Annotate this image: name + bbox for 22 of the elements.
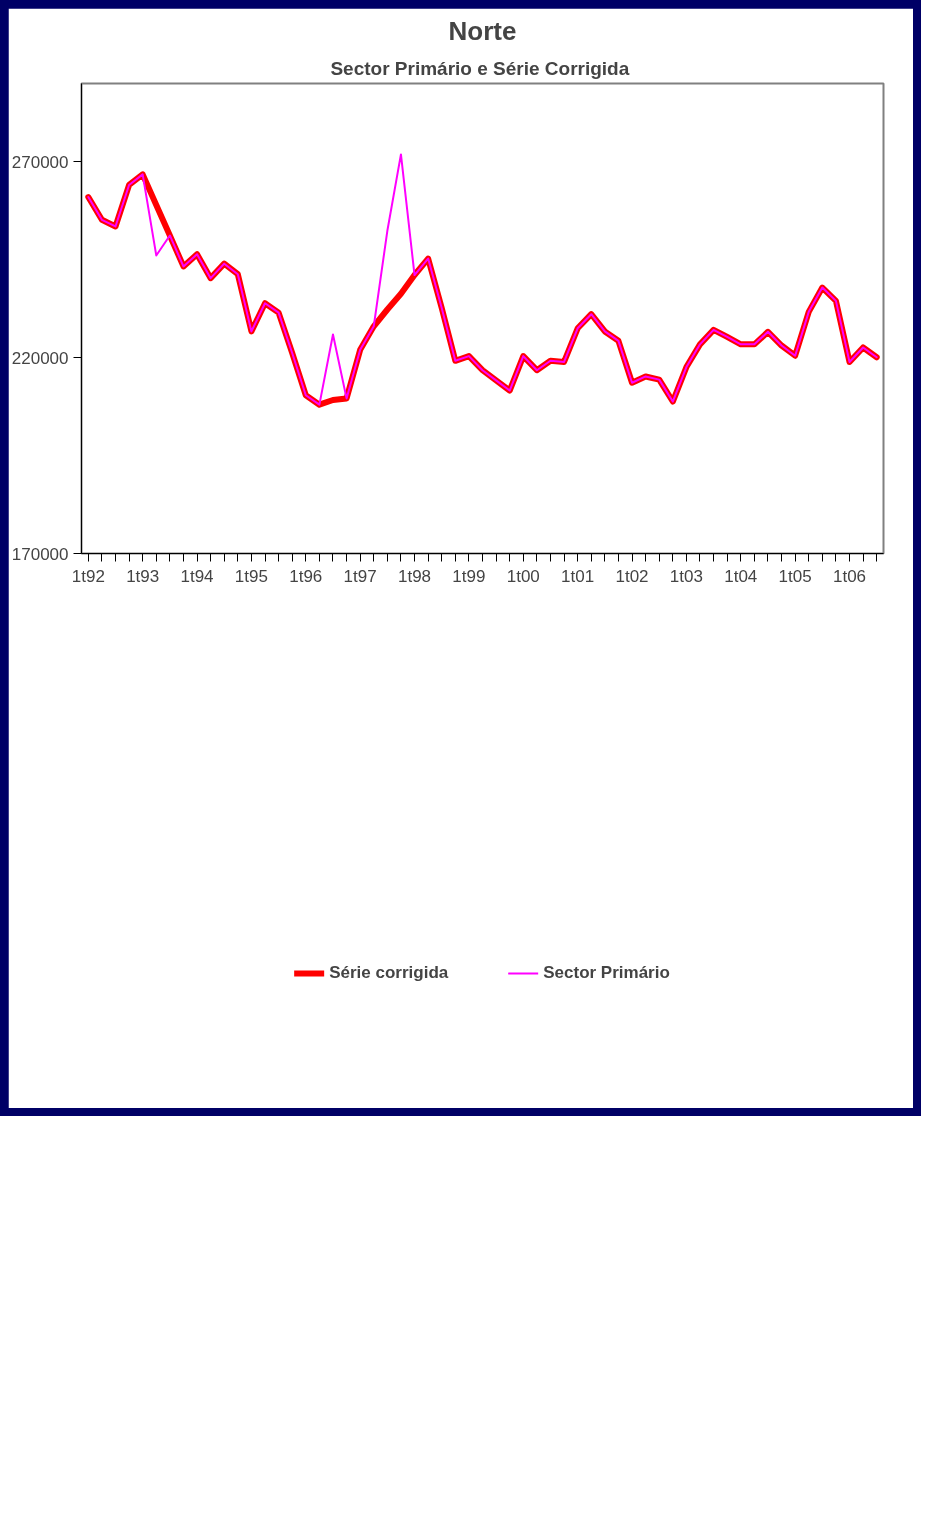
x-tick-label: 1t96: [289, 566, 323, 586]
chart-subtitle: Sector Primário e Série Corrigida: [330, 57, 630, 79]
legend-label: Série corrigida: [329, 963, 449, 983]
x-tick-label: 1t97: [343, 566, 377, 586]
x-tick-label: 1t92: [71, 566, 105, 586]
x-tick-label: 1t93: [126, 566, 160, 586]
legend-label: Sector Primário: [543, 963, 670, 983]
x-tick-label: 1t99: [452, 566, 486, 586]
y-tick-label: 220000: [11, 348, 69, 368]
x-tick-label: 1t02: [615, 566, 649, 586]
x-tick-label: 1t04: [724, 566, 758, 586]
x-tick-label: 1t01: [561, 566, 595, 586]
x-tick-label: 1t98: [397, 566, 432, 586]
x-tick-label: 1t95: [234, 566, 268, 586]
x-tick-label: 1t00: [506, 566, 540, 586]
x-tick-label: 1t94: [180, 566, 214, 586]
x-tick-label: 1t05: [778, 566, 812, 586]
x-tick-label: 1t03: [669, 566, 703, 586]
chart-title: Norte: [448, 15, 517, 46]
y-tick-label: 270000: [11, 152, 69, 172]
y-tick-label: 170000: [11, 544, 69, 564]
x-tick-label: 1t06: [832, 566, 867, 586]
